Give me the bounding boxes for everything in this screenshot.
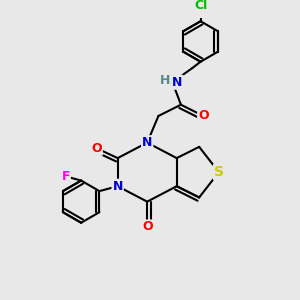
Text: N: N xyxy=(172,76,183,89)
Text: H: H xyxy=(160,74,171,87)
Text: O: O xyxy=(198,110,209,122)
Text: Cl: Cl xyxy=(194,0,207,12)
Text: N: N xyxy=(112,180,123,193)
Text: O: O xyxy=(91,142,102,155)
Text: N: N xyxy=(142,136,152,149)
Text: S: S xyxy=(214,165,224,179)
Text: F: F xyxy=(61,170,70,183)
Text: O: O xyxy=(142,220,152,233)
